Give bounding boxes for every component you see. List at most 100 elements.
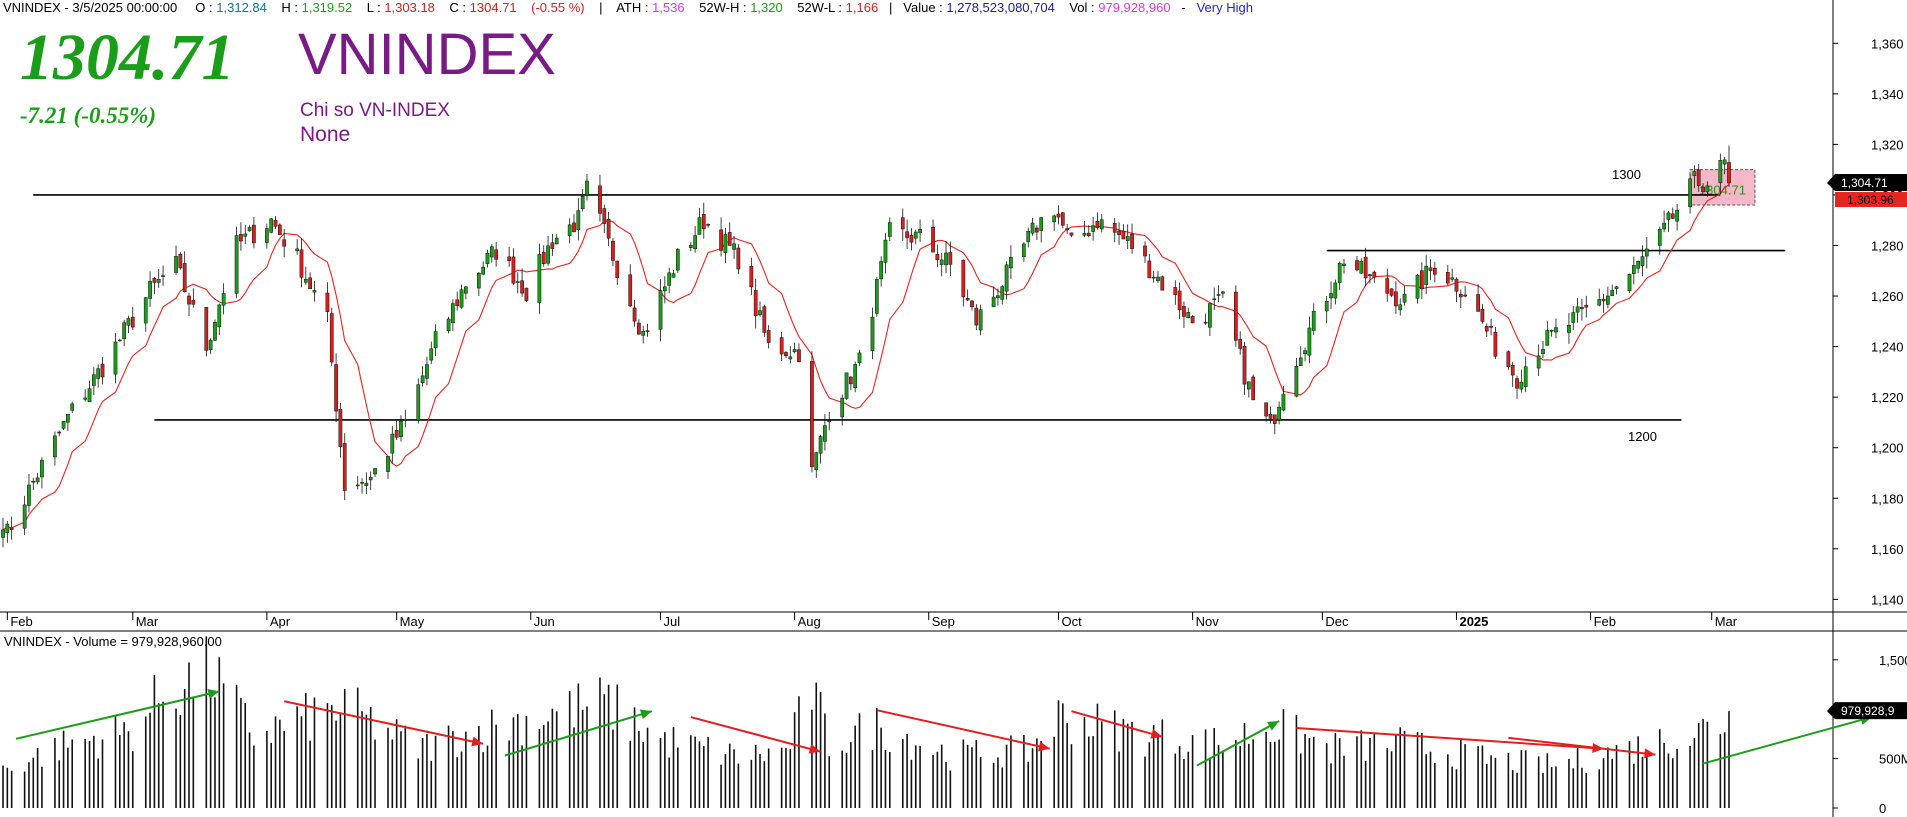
candle-up (459, 289, 464, 308)
candle-up (70, 403, 75, 411)
candle-down (252, 224, 256, 244)
candle-up (913, 231, 918, 239)
candle-up (758, 310, 762, 315)
price-axis-label: 1,180 (1871, 491, 1904, 506)
candle-up (122, 322, 126, 340)
candle-up (1, 529, 5, 538)
candle-down (719, 229, 723, 251)
candle-down (1212, 298, 1217, 301)
info-open-label: O : (195, 0, 213, 15)
candle-up (537, 254, 542, 303)
candle-down (749, 266, 754, 288)
info-symbol: VNINDEX (3, 0, 61, 15)
candle-down (1420, 270, 1424, 290)
info-52wl-label: 52W-L : (797, 0, 843, 15)
candle-down (572, 222, 576, 233)
candle-down (1394, 291, 1398, 307)
candle-down (239, 234, 243, 242)
symbol-sector: None (300, 123, 351, 146)
info-vol-value: 979,928,960 (1098, 0, 1171, 15)
time-axis-label: Jul (664, 614, 681, 629)
candle-up (1606, 295, 1610, 305)
ma-value-tag-text: 1,303.96 (1847, 193, 1894, 207)
candle-down (706, 224, 710, 226)
candle-down (1549, 329, 1554, 332)
candle-up (792, 349, 797, 353)
candle-up (476, 272, 481, 289)
info-close-value: 1304.71 (469, 0, 517, 15)
candle-up (1303, 350, 1307, 354)
candle-down (1147, 260, 1152, 279)
candle-down (810, 361, 814, 468)
time-axis-label: Mar (136, 614, 159, 629)
candle-up (1666, 212, 1671, 220)
candle-down (282, 239, 287, 247)
candle-up (1657, 228, 1662, 246)
info-dash: - (1174, 0, 1193, 15)
candle-up (1675, 210, 1679, 222)
candle-up (732, 243, 736, 250)
volume-trend-arrow (690, 716, 821, 753)
candle-up (416, 384, 421, 421)
price-change: -7.21 (-0.55%) (20, 103, 157, 128)
time-axis-label: Sep (932, 614, 955, 629)
volume-trend-arrow (1196, 720, 1280, 767)
candle-down (935, 253, 940, 261)
candle-up (1662, 222, 1666, 230)
candle-down (1601, 298, 1606, 302)
candle-up (978, 309, 983, 331)
time-axis-label: Apr (270, 614, 291, 629)
candle-down (308, 277, 312, 290)
candle-up (1026, 230, 1031, 243)
candle-up (399, 420, 403, 437)
candle-up (853, 364, 858, 388)
candle-down (1112, 222, 1117, 233)
time-axis-label: Feb (10, 614, 32, 629)
candle-up (1298, 357, 1303, 366)
candle-up (693, 235, 697, 250)
candle-up (1644, 248, 1649, 257)
candle-down (606, 218, 611, 239)
candle-up (1000, 286, 1005, 300)
price-axis-label: 1,240 (1871, 340, 1904, 355)
candle-up (1580, 307, 1584, 309)
candle-up (265, 228, 269, 243)
candle-down (1268, 414, 1273, 419)
candle-down (1238, 339, 1243, 349)
candle-up (243, 233, 248, 237)
candle-down (900, 217, 905, 230)
candle-up (1311, 310, 1316, 331)
last-volume-tag (1835, 702, 1907, 720)
candle-down (342, 443, 347, 491)
candle-up (247, 227, 252, 232)
candle-up (688, 244, 693, 249)
candle-up (420, 375, 425, 383)
candle-down (1177, 290, 1182, 311)
last-volume-tag-text: 979,928,9 (1841, 704, 1895, 718)
candle-down (701, 214, 706, 230)
candle-down (849, 376, 853, 385)
candle-up (1208, 303, 1212, 328)
candle-up (1221, 291, 1225, 294)
time-axis-label: Mar (1715, 614, 1738, 629)
candle-down (753, 290, 758, 317)
info-datetime: 3/5/2025 00:00:00 (72, 0, 178, 15)
candle-down (1203, 321, 1208, 324)
candle-up (1575, 306, 1580, 313)
candle-down (1363, 256, 1368, 279)
candle-down (784, 352, 788, 357)
candle-up (1216, 294, 1221, 296)
candle-up (883, 239, 888, 263)
candle-up (1627, 274, 1632, 292)
candle-down (797, 349, 801, 363)
candle-down (1489, 325, 1493, 328)
info-low-label: L : (366, 0, 381, 15)
info-52wh-label: 52W-H : (699, 0, 747, 15)
candle-up (580, 196, 585, 210)
candle-up (1536, 355, 1541, 369)
volume-trend-arrowhead (1267, 721, 1280, 731)
candle-down (325, 292, 330, 312)
info-52wl-value: 1,166 (845, 0, 879, 15)
candle-up (1022, 243, 1026, 258)
